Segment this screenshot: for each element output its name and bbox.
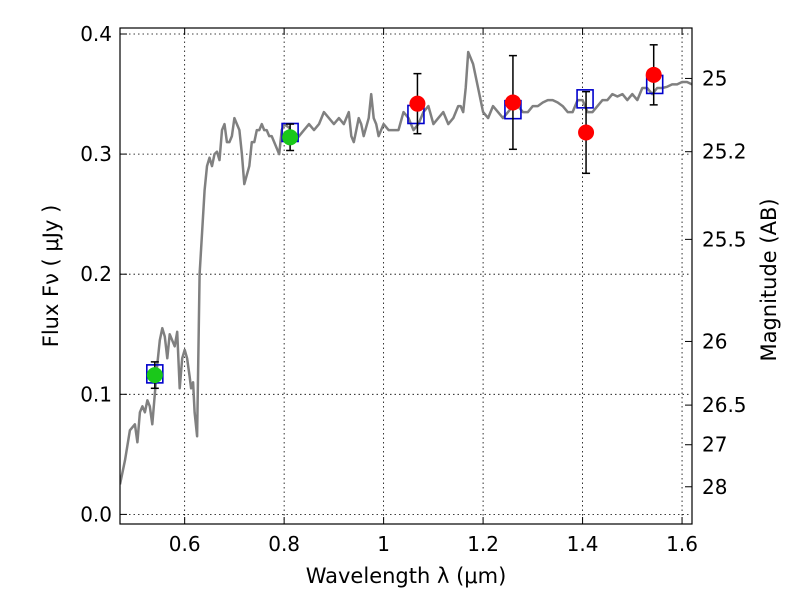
y-right-tick-label: 27 <box>702 433 727 457</box>
observed-point <box>146 367 163 384</box>
x-tick-label: 1.6 <box>666 532 698 556</box>
y-axis-right-label: Magnitude (AB) <box>757 198 781 361</box>
y-right-tick-label: 25.5 <box>702 227 747 251</box>
y-right-tick-label: 26.5 <box>702 393 747 417</box>
observed-point <box>645 66 662 83</box>
observed-point <box>504 94 521 111</box>
observed-point <box>409 95 426 112</box>
x-tick-label: 1.4 <box>567 532 599 556</box>
x-tick-label: 1.2 <box>467 532 499 556</box>
marker-layer <box>146 44 664 390</box>
y-tick-label: 0.4 <box>80 22 112 46</box>
model-photometry-square <box>576 89 594 109</box>
spectrum-layer <box>120 50 692 485</box>
observed-point <box>578 124 595 141</box>
axis-layer: 0.6 0.8 1 1.2 1.4 1.6 0.0 0.1 0.2 0.3 0.4 25 25.2 25.… <box>80 22 746 556</box>
y-tick-label: 0.1 <box>80 382 112 406</box>
spectrum-line <box>120 50 692 485</box>
y-tick-label: 0.2 <box>80 262 112 286</box>
observed-point <box>282 129 299 146</box>
x-tick-label: 0.6 <box>169 532 201 556</box>
y-tick-label: 0.0 <box>80 502 112 526</box>
y-right-tick-label: 25.2 <box>702 140 747 164</box>
y-right-tick-label: 25 <box>702 66 727 90</box>
y-axis-label: Flux Fν ( μJy ) <box>39 205 63 348</box>
plot-frame <box>119 27 693 525</box>
x-tick-label: 0.8 <box>268 532 300 556</box>
plot-background <box>120 28 692 524</box>
y-right-tick-label: 28 <box>702 475 727 499</box>
y-tick-label: 0.3 <box>80 142 112 166</box>
x-axis-label: Wavelength λ (μm) <box>306 564 507 588</box>
x-tick-label: 1 <box>377 532 390 556</box>
y-right-tick-label: 26 <box>702 329 727 353</box>
